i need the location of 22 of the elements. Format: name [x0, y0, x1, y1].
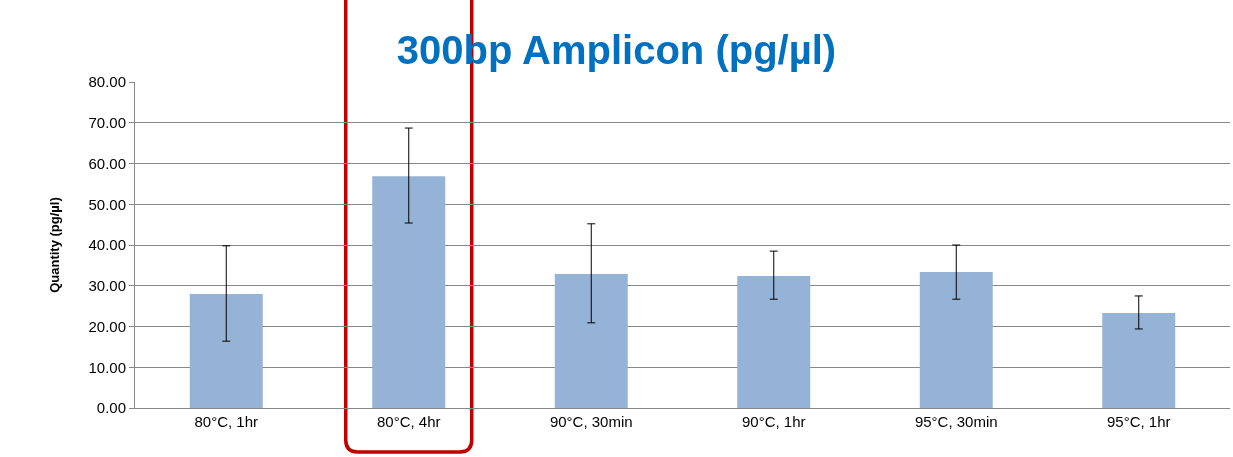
y-tick-label: 80.00 [88, 73, 126, 91]
x-tick-label: 80°C, 4hr [376, 413, 441, 430]
y-tick-label: 70.00 [88, 114, 126, 131]
bar [1102, 313, 1176, 408]
y-axis-title: Quantity (pg/µl) [47, 197, 63, 293]
bar [554, 273, 628, 408]
bar [919, 271, 993, 408]
x-tick-label: 95°C, 30min [914, 413, 998, 430]
x-tick-label: 95°C, 1hr [1106, 413, 1171, 430]
y-tick-label: 60.00 [88, 154, 126, 172]
x-tick-label: 90°C, 30min [549, 413, 633, 430]
y-tick-label: 40.00 [88, 236, 126, 254]
y-tick-label: 30.00 [88, 277, 126, 294]
bar [737, 275, 811, 408]
y-tick-label: 10.00 [88, 358, 126, 376]
x-tick-label: 90°C, 1hr [741, 413, 806, 430]
bar [189, 293, 263, 408]
y-tick-label: 0.00 [96, 399, 126, 417]
y-tick-label: 20.00 [88, 317, 126, 335]
x-tick-label: 80°C, 1hr [194, 413, 259, 430]
y-tick-label: 50.00 [88, 195, 126, 213]
bar [372, 176, 446, 408]
